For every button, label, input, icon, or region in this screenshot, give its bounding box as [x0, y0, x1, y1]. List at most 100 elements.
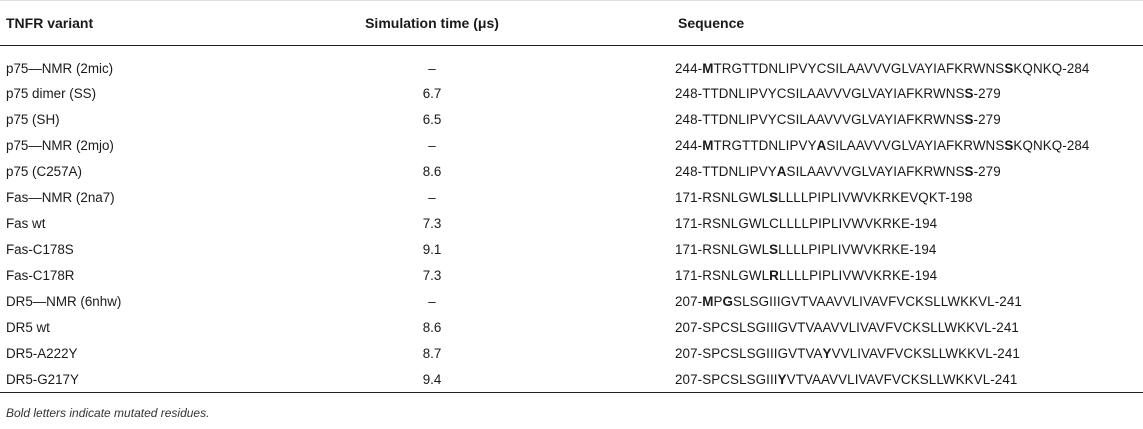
- simulation-time-cell: 6.7: [422, 85, 442, 101]
- variant-cell: p75—NMR (2mic): [6, 60, 114, 76]
- sequence-cell: 171-RSNLGWLSLLLLPIPLIVWVKRKE-194: [672, 236, 1143, 262]
- simulation-time-cell: –: [428, 137, 436, 153]
- table-footnote: Bold letters indicate mutated residues.: [6, 406, 210, 420]
- variant-cell: p75 dimer (SS): [6, 85, 97, 101]
- variant-cell: Fas wt: [6, 215, 46, 231]
- sequence-cell: 207-SPCSLSGIIIYVTVAAVVLIVAVFVCKSLLWKKVL-…: [672, 366, 1143, 393]
- simulation-time-cell: 8.7: [422, 345, 442, 361]
- mutated-residue: M: [702, 60, 714, 76]
- simulation-time-cell: –: [428, 60, 436, 76]
- sequence-segment: 171-RSNLGWL: [675, 267, 770, 283]
- tnfr-table: TNFR variant Simulation time (μs) Sequen…: [0, 0, 1143, 393]
- table-row: Fas-C178S 9.1 171-RSNLGWLSLLLLPIPLIVWVKRKE…: [0, 236, 1143, 262]
- header-row: TNFR variant Simulation time (μs) Sequen…: [0, 0, 1143, 46]
- variant-cell: p75 (C257A): [6, 163, 82, 179]
- variant-cell: DR5—NMR (6nhw): [6, 293, 122, 309]
- table-header: TNFR variant Simulation time (μs) Sequen…: [0, 0, 1143, 46]
- sequence-cell: 171-RSNLGWLCLLLLPIPLIVWVKRKE-194: [672, 210, 1143, 236]
- table-body: p75—NMR (2mic) –244-MTRGTTDNLIPVYCSILAAVV…: [0, 46, 1143, 393]
- mutated-residue: M: [702, 137, 714, 153]
- mutated-residue: Y: [822, 345, 832, 361]
- sequence-cell: 248-TTDNLIPVYASILAAVVVGLVAYIAFKRWNSS-279: [672, 158, 1143, 184]
- table-row: p75 (C257A) 8.6 248-TTDNLIPVYASILAAVVVGLVA…: [0, 158, 1143, 184]
- sequence-segment: -279: [973, 85, 1001, 101]
- table-row: p75—NMR (2mjo) – 244-MTRGTTDNLIPVYASILAAVV…: [0, 132, 1143, 158]
- table-row: DR5-G217Y 9.4 207-SPCSLSGIIIYVTVAAVVLIVAVF…: [0, 366, 1143, 393]
- sequence-cell: 207-SPCSLSGIIIGVTVAAVVLIVAVFVCKSLLWKKVL-…: [672, 314, 1143, 340]
- sequence-segment: 207-SPCSLSGIII: [675, 371, 778, 387]
- sequence-segment: LLLLPIPLIVWVKRKEVQKT-198: [778, 189, 973, 205]
- sequence-segment: -279: [973, 163, 1001, 179]
- sequence-segment: 171-RSNLGWLCLLLLPIPLIVWVKRKE-194: [675, 215, 938, 231]
- header-sequence: Sequence: [672, 0, 1143, 46]
- header-variant: TNFR variant: [0, 0, 310, 46]
- variant-cell: Fas—NMR (2na7): [6, 189, 115, 205]
- mutated-residue: S: [964, 85, 974, 101]
- simulation-time-cell: 7.3: [422, 215, 442, 231]
- table-row: DR5—NMR (6nhw) – 207-MPGSLSGIIIGVTVAAVVLIV…: [0, 288, 1143, 314]
- sequence-segment: VTVAAVVLIVAVFVCKSLLWKKVL-241: [786, 371, 1018, 387]
- mutated-residue: S: [769, 241, 779, 257]
- sequence-cell: 248-TTDNLIPVYCSILAAVVVGLVAYIAFKRWNSS-279: [672, 106, 1143, 132]
- variant-cell: p75 (SH): [6, 111, 60, 127]
- sequence-cell: 244-MTRGTTDNLIPVYCSILAAVVVGLVAYIAFKRWNSS…: [672, 46, 1143, 81]
- sequence-segment: -279: [973, 111, 1001, 127]
- sequence-segment: SILAAVVVGLVAYIAFKRWNS: [826, 137, 1005, 153]
- mutated-residue: M: [702, 293, 714, 309]
- mutated-residue: S: [1004, 60, 1014, 76]
- variant-cell: Fas-C178R: [6, 267, 75, 283]
- sequence-segment: VVLIVAVFVCKSLLWKKVL-241: [831, 345, 1020, 361]
- sequence-segment: P: [713, 293, 723, 309]
- table-row: p75—NMR (2mic) – 244-MTRGTTDNLIPVYCSILAAVV…: [0, 46, 1143, 81]
- mutated-residue: R: [769, 267, 779, 283]
- mutated-residue: A: [776, 163, 787, 179]
- sequence-segment: 171-RSNLGWL: [675, 189, 770, 205]
- variant-cell: DR5-A222Y: [6, 345, 78, 361]
- sequence-segment: 248-TTDNLIPVYCSILAAVVVGLVAYIAFKRWNS: [675, 111, 965, 127]
- sequence-segment: 248-TTDNLIPVY: [675, 163, 777, 179]
- simulation-time-cell: –: [428, 189, 436, 205]
- sequence-segment: 207-SPCSLSGIIIGVTVA: [675, 345, 823, 361]
- sequence-segment: SILAAVVVGLVAYIAFKRWNS: [786, 163, 965, 179]
- simulation-time-cell: 6.5: [422, 111, 442, 127]
- sequence-segment: TRGTTDNLIPVY: [713, 137, 817, 153]
- mutated-residue: S: [964, 111, 974, 127]
- sequence-segment: 244-: [675, 137, 703, 153]
- sequence-segment: LLLLPIPLIVWVKRKE-194: [778, 241, 937, 257]
- mutated-residue: S: [769, 189, 779, 205]
- sequence-cell: 207-SPCSLSGIIIGVTVAYVVLIVAVFVCKSLLWKKVL-…: [672, 340, 1143, 366]
- sequence-cell: 248-TTDNLIPVYCSILAAVVVGLVAYIAFKRWNSS-279: [672, 80, 1143, 106]
- sequence-segment: TRGTTDNLIPVYCSILAAVVVGLVAYIAFKRWNS: [713, 60, 1005, 76]
- sequence-cell: 171-RSNLGWLSLLLLPIPLIVWVKRKEVQKT-198: [672, 184, 1143, 210]
- table-row: Fas wt 7.3 171-RSNLGWLCLLLLPIPLIVWVKRKE-19…: [0, 210, 1143, 236]
- table-row: p75 dimer (SS) 6.7 248-TTDNLIPVYCSILAAVVVG…: [0, 80, 1143, 106]
- variant-cell: DR5 wt: [6, 319, 50, 335]
- simulation-time-cell: –: [428, 293, 436, 309]
- sequence-cell: 171-RSNLGWLRLLLLPIPLIVWVKRKE-194: [672, 262, 1143, 288]
- sequence-segment: 248-TTDNLIPVYCSILAAVVVGLVAYIAFKRWNS: [675, 85, 965, 101]
- sequence-cell: 207-MPGSLSGIIIGVTVAAVVLIVAVFVCKSLLWKKVL-…: [672, 288, 1143, 314]
- variant-cell: p75—NMR (2mjo): [6, 137, 114, 153]
- table-row: p75 (SH) 6.5 248-TTDNLIPVYCSILAAVVVGLVAYIA…: [0, 106, 1143, 132]
- mutated-residue: S: [964, 163, 974, 179]
- mutated-residue: Y: [777, 371, 787, 387]
- variant-cell: Fas-C178S: [6, 241, 74, 257]
- mutated-residue: G: [722, 293, 734, 309]
- variant-cell: DR5-G217Y: [0, 366, 310, 393]
- sequence-segment: KQNKQ-284: [1013, 137, 1090, 153]
- simulation-time-cell: 7.3: [422, 267, 442, 283]
- sequence-segment: KQNKQ-284: [1013, 60, 1090, 76]
- sequence-segment: 207-: [675, 293, 703, 309]
- simulation-time-cell: 8.6: [422, 163, 442, 179]
- sequence-segment: LLLLPIPLIVWVKRKE-194: [778, 267, 938, 283]
- table-row: DR5-A222Y 8.7 207-SPCSLSGIIIGVTVAYVVLIVAVF…: [0, 340, 1143, 366]
- header-simulation-time: Simulation time (μs): [310, 0, 672, 46]
- mutated-residue: S: [1004, 137, 1014, 153]
- table-row: Fas—NMR (2na7) – 171-RSNLGWLSLLLLPIPLIVWVK…: [0, 184, 1143, 210]
- mutated-residue: A: [816, 137, 827, 153]
- sequence-segment: SLSGIIIGVTVAAVVLIVAVFVCKSLLWKKVL-241: [733, 293, 1022, 309]
- sequence-segment: 244-: [675, 60, 703, 76]
- sequence-segment: 171-RSNLGWL: [675, 241, 770, 257]
- simulation-time-cell: 9.4: [310, 366, 672, 393]
